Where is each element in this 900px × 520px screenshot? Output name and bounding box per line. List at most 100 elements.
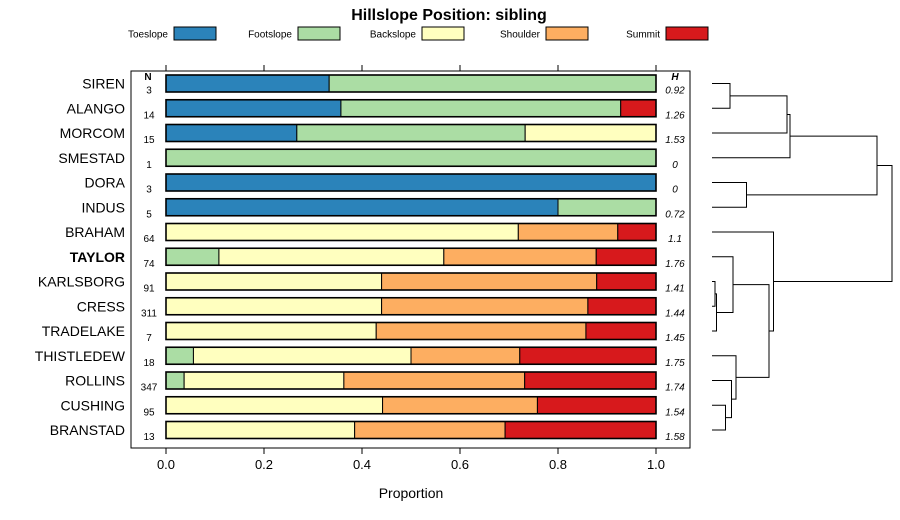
h-label-braham: 1.1 <box>668 234 682 245</box>
x-tick-label-0-6: 0.6 <box>451 457 469 472</box>
n-label-cress: 311 <box>141 308 157 319</box>
dendrogram-link-8 <box>712 380 732 419</box>
n-label-indus: 5 <box>146 209 152 220</box>
n-label-cushing: 95 <box>143 407 155 418</box>
legend-swatch-backslope <box>421 26 465 41</box>
bar-outline-branstad <box>165 420 657 440</box>
legend-swatch-summit <box>665 26 709 41</box>
bar-rollins-shoulder <box>343 371 526 390</box>
bar-indus-footslope <box>557 198 657 217</box>
x-axis-label: Proportion <box>379 485 444 501</box>
bar-outline-braham <box>165 222 657 242</box>
bar-morcom-footslope <box>296 124 526 142</box>
n-label-thistledew: 18 <box>143 358 155 369</box>
bar-thistledew-backslope <box>192 346 412 365</box>
h-label-thistledew: 1.75 <box>665 358 685 369</box>
bar-taylor-footslope <box>165 247 220 266</box>
dendrogram-link-9 <box>712 355 737 400</box>
top-ticks <box>165 65 657 71</box>
row-label-tradelake: TRADELAKE <box>42 323 125 339</box>
dendrogram-link-5 <box>712 293 717 332</box>
bar-cress-shoulder <box>381 297 589 316</box>
bar-outline-morcom <box>165 123 657 143</box>
bar-morcom-backslope <box>524 124 657 142</box>
h-label-cress: 1.44 <box>665 308 685 319</box>
n-label-rollins: 347 <box>141 383 158 394</box>
h-label-branstad: 1.58 <box>665 432 685 443</box>
x-tick-label-1-0: 1.0 <box>647 457 665 472</box>
dendrogram-link-13 <box>773 164 893 282</box>
legend-label-backslope: Backslope <box>370 30 417 41</box>
row-label-branstad: BRANSTAD <box>50 422 125 438</box>
chart-title: Hillslope Position: sibling <box>351 7 547 24</box>
legend-swatch-footslope <box>297 26 341 41</box>
h-label-siren: 0.92 <box>665 86 685 97</box>
bar-branstad-backslope <box>165 421 356 439</box>
h-label-rollins: 1.74 <box>665 383 685 394</box>
bar-outline-tradelake <box>165 321 657 341</box>
row-label-siren: SIREN <box>82 76 125 92</box>
row-label-indus: INDUS <box>81 199 125 215</box>
bar-rollins-backslope <box>183 371 345 390</box>
n-header: N <box>144 72 151 83</box>
bar-outline-dora <box>165 173 657 192</box>
bar-cushing-summit <box>536 396 657 415</box>
bar-alango-summit <box>620 99 657 118</box>
row-label-taylor: TAYLOR <box>70 249 125 265</box>
bar-outline-alango <box>165 98 657 118</box>
bar-thistledew-summit <box>519 346 657 365</box>
bar-taylor-shoulder <box>443 247 597 266</box>
bar-karlsborg-summit <box>596 272 657 291</box>
dendrogram-link-0 <box>712 83 731 109</box>
bar-alango-footslope <box>340 99 622 118</box>
bar-outline-siren <box>165 74 657 93</box>
bar-outline-smestad <box>165 148 657 168</box>
bars-group <box>165 74 657 440</box>
n-label-tradelake: 7 <box>146 333 152 344</box>
bar-braham-summit <box>617 223 657 241</box>
dendrogram-link-3 <box>712 182 747 208</box>
dendrogram-link-12 <box>746 135 878 196</box>
bar-alango-toeslope <box>165 99 342 118</box>
bar-tradelake-backslope <box>165 322 377 340</box>
legend-label-summit: Summit <box>626 30 660 41</box>
bar-indus-toeslope <box>165 198 559 217</box>
h-label-alango: 1.26 <box>665 110 685 121</box>
h-label-tradelake: 1.45 <box>665 333 685 344</box>
n-label-alango: 14 <box>143 110 155 121</box>
row-label-thistledew: THISTLEDEW <box>35 348 126 364</box>
dendrogram-link-11 <box>712 231 774 332</box>
bar-outline-rollins <box>165 371 657 390</box>
plot-panel <box>130 70 691 449</box>
panel-border <box>130 70 691 449</box>
bar-cushing-backslope <box>165 396 384 415</box>
n-label-morcom: 15 <box>143 135 155 146</box>
bar-cress-summit <box>587 297 657 316</box>
bar-dora-toeslope <box>165 173 657 192</box>
bar-smestad-footslope <box>165 148 657 167</box>
dendrogram-link-4 <box>712 281 716 307</box>
dendrogram <box>712 83 893 431</box>
legend-label-footslope: Footslope <box>248 30 292 41</box>
dendrogram-link-10 <box>733 284 770 378</box>
bar-outline-taylor <box>165 247 657 267</box>
x-tick-label-0-8: 0.8 <box>549 457 567 472</box>
x-tick-label-0-0: 0.0 <box>157 457 175 472</box>
bar-cress-backslope <box>165 297 383 316</box>
bar-morcom-toeslope <box>165 124 298 142</box>
bar-taylor-backslope <box>218 247 445 266</box>
row-label-karlsborg: KARLSBORG <box>38 274 125 290</box>
bar-branstad-summit <box>504 421 657 439</box>
x-axis: 0.0 0.2 0.4 0.6 0.8 1.0 <box>157 448 665 472</box>
bar-tradelake-summit <box>585 322 657 340</box>
row-label-alango: ALANGO <box>67 100 125 116</box>
h-label-dora: 0 <box>672 185 678 196</box>
bar-outline-cushing <box>165 395 657 415</box>
bar-taylor-summit <box>595 247 657 266</box>
row-label-morcom: MORCOM <box>60 125 125 141</box>
h-header: H <box>671 72 679 83</box>
bar-tradelake-shoulder <box>375 322 587 340</box>
legend: Toeslope Footslope Backslope Shoulder Summit <box>128 26 709 41</box>
